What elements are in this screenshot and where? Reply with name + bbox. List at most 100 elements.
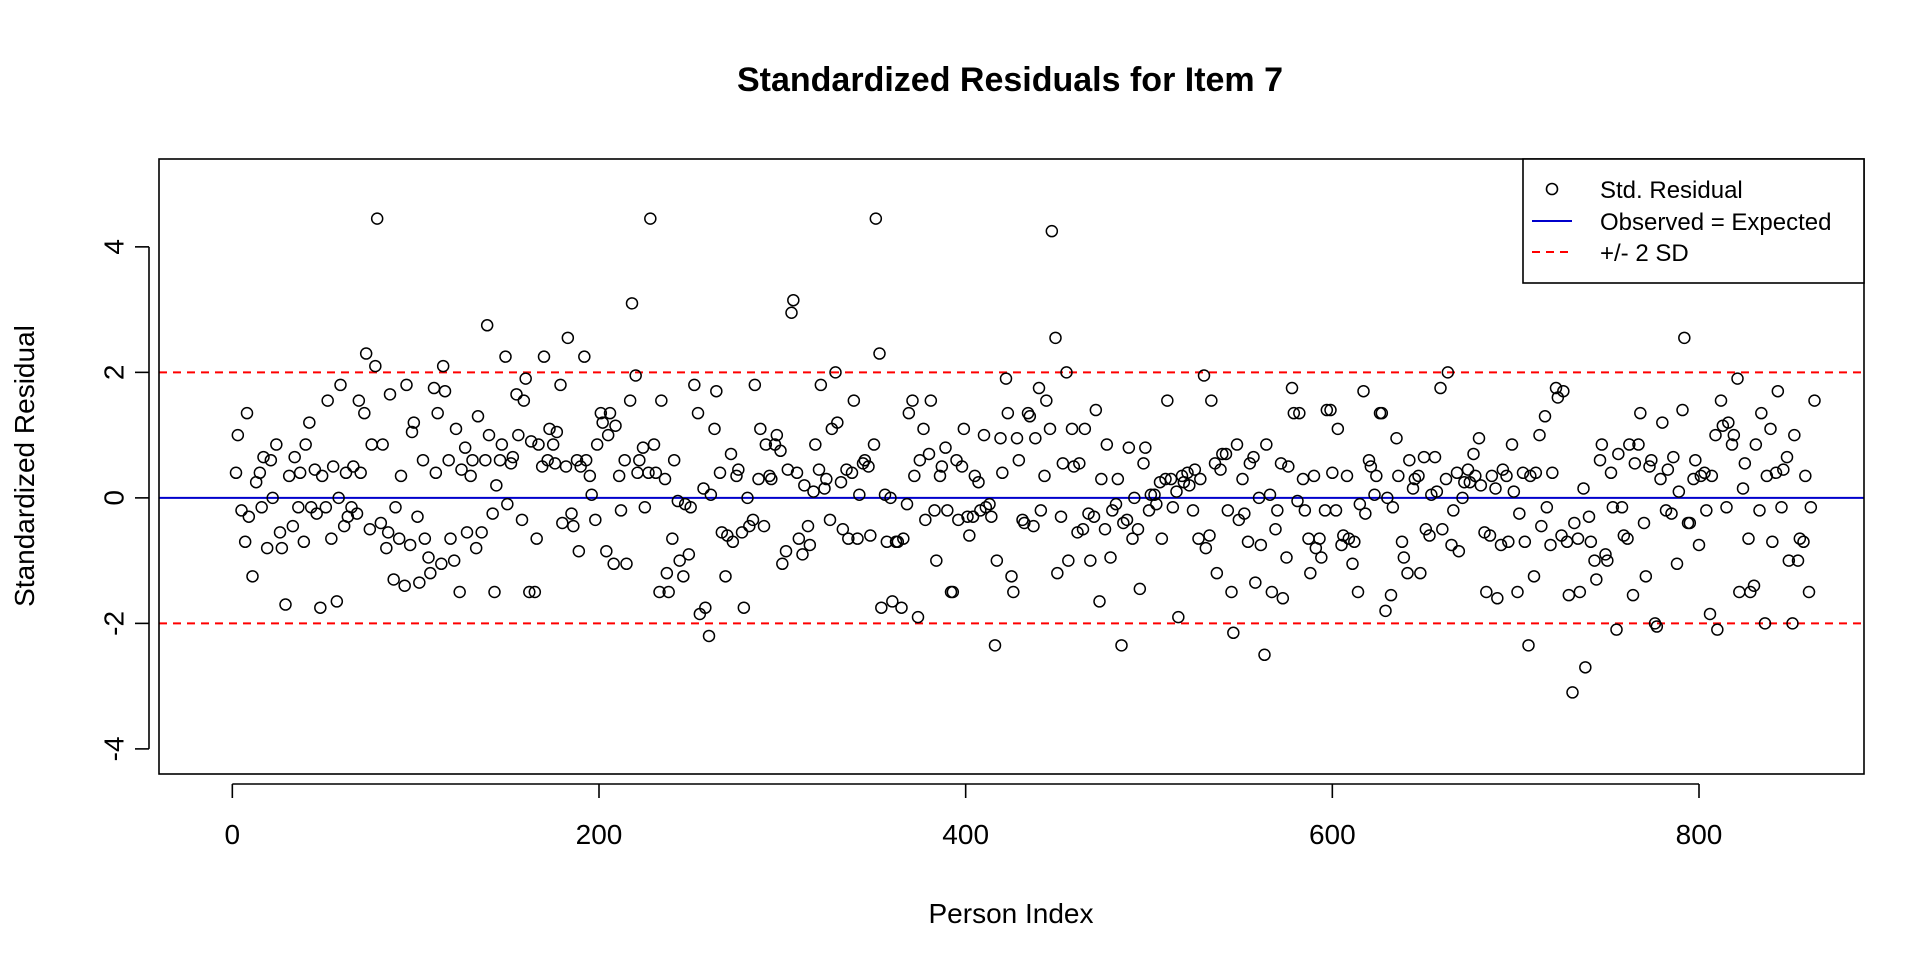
- data-point: [240, 406, 254, 420]
- x-axis: 0 200 400 600 800: [225, 783, 1722, 850]
- data-point: [524, 435, 538, 448]
- data-point: [288, 450, 301, 464]
- data-point: [1054, 510, 1068, 523]
- data-point: [614, 504, 628, 517]
- data-point: [807, 485, 820, 498]
- data-point: [1513, 507, 1526, 520]
- data-point: [1434, 381, 1447, 395]
- data-point: [1159, 472, 1172, 486]
- data-point: [897, 532, 910, 545]
- data-point: [253, 466, 267, 480]
- data-point: [1287, 406, 1301, 420]
- data-point: [413, 576, 426, 589]
- data-point: [1084, 554, 1097, 567]
- data-point: [609, 419, 622, 432]
- data-point: [1705, 469, 1719, 483]
- data-point: [1786, 617, 1799, 630]
- data-point: [1282, 460, 1295, 473]
- data-point: [1414, 566, 1427, 580]
- data-point: [1764, 422, 1777, 436]
- data-point: [1467, 447, 1480, 461]
- data-point: [567, 519, 580, 533]
- data-point: [427, 381, 441, 395]
- data-point: [394, 469, 408, 483]
- data-point: [1111, 472, 1125, 486]
- data-point: [482, 428, 496, 442]
- data-point: [1736, 482, 1750, 495]
- data-point: [286, 519, 300, 533]
- data-point: [1254, 538, 1268, 552]
- data-point: [1221, 504, 1235, 517]
- data-point: [405, 425, 419, 439]
- data-point: [495, 438, 509, 451]
- data-point: [585, 488, 598, 501]
- data-point: [242, 510, 256, 523]
- data-point: [1458, 475, 1471, 489]
- data-point: [319, 501, 333, 514]
- data-point: [759, 438, 773, 451]
- data-point: [528, 585, 542, 599]
- data-point: [543, 422, 556, 436]
- data-point: [1623, 438, 1636, 451]
- data-point: [1384, 588, 1398, 602]
- data-point: [1258, 648, 1271, 662]
- data-point: [488, 585, 501, 599]
- data-point: [1491, 592, 1504, 605]
- data-point: [1307, 469, 1321, 483]
- data-point: [1060, 366, 1073, 379]
- data-point: [708, 422, 721, 436]
- data-point: [1326, 466, 1339, 480]
- data-point: [1529, 466, 1543, 480]
- data-point: [713, 466, 727, 480]
- data-point: [682, 548, 696, 561]
- legend-label-2sd: +/- 2 SD: [1600, 240, 1689, 267]
- data-point: [653, 585, 666, 599]
- data-point: [977, 428, 991, 442]
- data-point: [875, 601, 888, 614]
- data-point: [1582, 510, 1596, 523]
- data-point: [1661, 463, 1675, 476]
- data-point: [699, 601, 712, 614]
- data-point: [279, 598, 292, 611]
- data-point: [530, 532, 543, 545]
- data-point: [649, 466, 663, 480]
- data-point: [1115, 639, 1128, 652]
- data-point: [820, 472, 833, 486]
- data-point: [506, 450, 520, 464]
- data-point: [383, 388, 397, 401]
- data-point: [1577, 482, 1590, 495]
- data-point: [1043, 422, 1057, 436]
- data-point: [1056, 457, 1070, 470]
- data-point: [1703, 607, 1717, 621]
- data-point: [1285, 381, 1299, 395]
- data-point: [1808, 394, 1821, 407]
- data-point: [726, 535, 740, 549]
- data-point: [1192, 532, 1205, 545]
- data-point: [438, 384, 452, 398]
- data-point: [596, 416, 609, 429]
- data-point: [444, 532, 457, 545]
- data-point: [392, 532, 406, 545]
- legend-marker-point: [1545, 182, 1559, 196]
- y-tick-label: -4: [98, 736, 129, 761]
- data-point: [1665, 507, 1678, 520]
- data-point: [886, 595, 899, 608]
- data-point: [1461, 463, 1475, 476]
- data-point: [618, 453, 631, 467]
- data-point: [625, 297, 639, 310]
- legend-label-std-residual: Std. Residual: [1600, 177, 1743, 204]
- data-point: [1612, 447, 1625, 461]
- data-point: [1122, 441, 1136, 454]
- data-point: [1076, 523, 1090, 536]
- data-point: [999, 372, 1013, 385]
- data-point: [347, 460, 360, 473]
- data-point: [548, 457, 562, 470]
- data-point: [1604, 466, 1618, 480]
- data-point: [1678, 331, 1691, 345]
- data-point: [1280, 551, 1293, 564]
- data-point: [403, 538, 417, 552]
- data-point: [510, 388, 523, 401]
- data-point: [1711, 623, 1724, 636]
- data-point: [1274, 457, 1288, 470]
- data-point: [1225, 585, 1238, 599]
